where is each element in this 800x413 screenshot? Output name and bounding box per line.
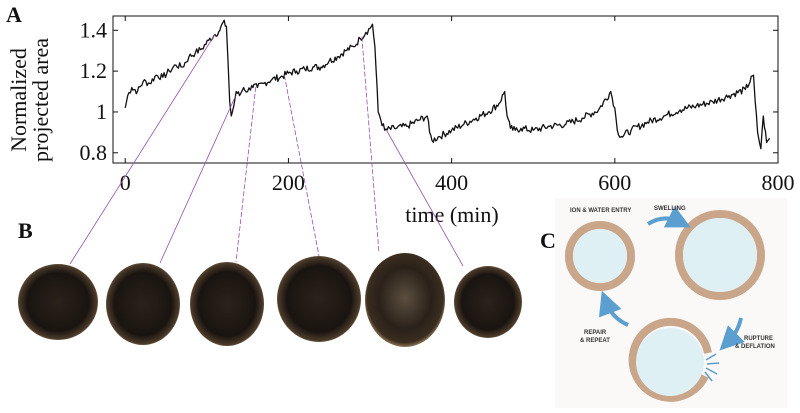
cell-image-3 bbox=[190, 262, 264, 346]
x-tick-label: 400 bbox=[435, 170, 468, 195]
connector-line bbox=[159, 96, 236, 264]
swelling-cycle-diagram: ION & WATER ENTRY SWELLING REPAIR & REPE… bbox=[555, 198, 787, 408]
arrow-rupture bbox=[719, 317, 745, 351]
y-tick-label: 1 bbox=[96, 99, 107, 124]
connector-line bbox=[235, 86, 257, 263]
y-ticks: 0.8 1 1.2 1.4 bbox=[80, 17, 778, 165]
y-axis-label-line-2: projected area bbox=[28, 38, 53, 162]
connector-line bbox=[69, 34, 216, 265]
connector-line bbox=[361, 36, 380, 254]
cell-small-interior bbox=[573, 229, 627, 283]
cell-large-interior bbox=[683, 218, 757, 292]
chart-a: 0 200 400 600 800 0.8 1 1.2 1.4 Normalized proj… bbox=[6, 15, 795, 227]
label-deflation: & DEFLATION bbox=[735, 344, 775, 350]
cell-image-4 bbox=[277, 256, 361, 342]
x-tick-label: 200 bbox=[272, 170, 305, 195]
label-rupture: RUPTURE bbox=[744, 336, 773, 342]
arrow-swelling bbox=[646, 205, 691, 228]
connector-line bbox=[283, 75, 320, 257]
cell-large-membrane bbox=[675, 210, 765, 300]
arrow-repair bbox=[598, 290, 629, 327]
cell-ruptured-interior bbox=[636, 328, 704, 396]
plot-frame bbox=[112, 15, 779, 164]
cell-image-6 bbox=[454, 266, 522, 338]
cell-image-5 bbox=[365, 253, 445, 347]
panel-b-label: B bbox=[18, 218, 33, 243]
cell-image-1 bbox=[18, 264, 98, 340]
x-tick-label: 800 bbox=[762, 170, 795, 195]
label-ion-water-entry: ION & WATER ENTRY bbox=[570, 208, 631, 214]
connector-lines bbox=[69, 34, 464, 267]
x-tick-label: 0 bbox=[120, 170, 131, 195]
label-repair: REPAIR bbox=[584, 330, 607, 336]
y-axis-label-line-1: Normalized bbox=[6, 48, 31, 152]
label-repeat: & REPEAT bbox=[580, 338, 610, 344]
x-axis-label: time (min) bbox=[405, 202, 498, 227]
rupture-jets bbox=[704, 353, 720, 382]
x-ticks: 0 200 400 600 800 bbox=[120, 16, 795, 195]
cell-ruptured-membrane bbox=[628, 317, 712, 402]
y-tick-label: 1.2 bbox=[80, 58, 108, 83]
label-swelling: SWELLING bbox=[654, 206, 686, 212]
y-tick-label: 1.4 bbox=[80, 17, 108, 42]
connector-line bbox=[385, 129, 464, 267]
cell-small-membrane bbox=[565, 221, 635, 291]
y-tick-label: 0.8 bbox=[80, 140, 108, 165]
x-tick-label: 600 bbox=[598, 170, 631, 195]
cell-images bbox=[18, 253, 522, 347]
panel-a-label: A bbox=[6, 2, 22, 27]
panel-c-label: C bbox=[540, 228, 556, 253]
cell-image-2 bbox=[106, 263, 180, 345]
area-series-line bbox=[124, 19, 771, 150]
